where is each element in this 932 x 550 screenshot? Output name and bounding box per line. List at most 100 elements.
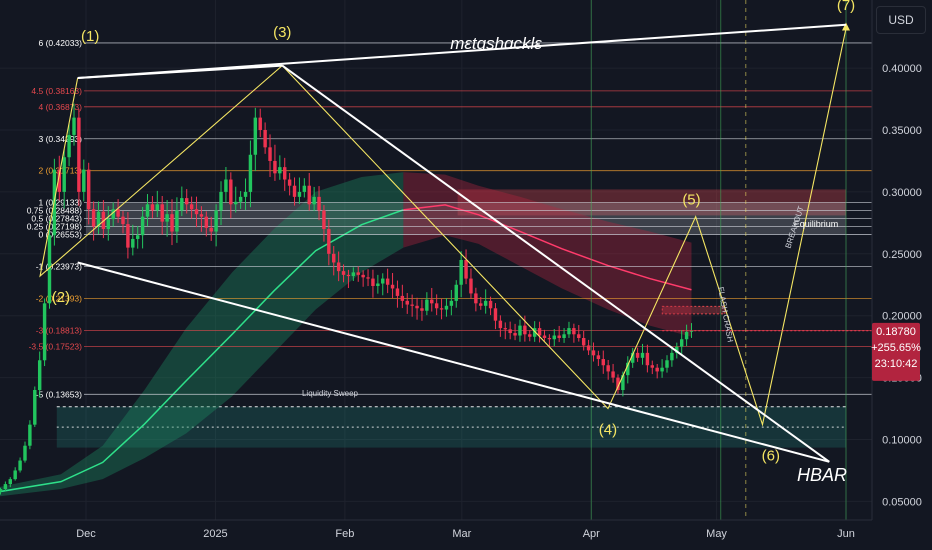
price-change: +255.65% (871, 342, 921, 354)
candle-body (194, 209, 199, 215)
trendlines (39, 22, 872, 463)
watermark: mɛtɑshɑcklɛ (450, 34, 542, 53)
wave-label: (1) (81, 28, 99, 45)
candle-body (464, 260, 468, 279)
time-tick: Feb (335, 528, 354, 540)
time-tick: Dec (76, 528, 96, 540)
price-tick: 0.35000 (882, 125, 922, 137)
candle-body (552, 335, 556, 340)
candle-body (562, 334, 566, 338)
wave-label: (2) (52, 289, 70, 306)
price-tick: 0.25000 (882, 249, 922, 261)
symbol-label: HBAR (797, 465, 847, 485)
moving-average-ribbon (0, 172, 692, 497)
candle-body (479, 303, 483, 306)
candle-body (317, 196, 321, 211)
candle-body (96, 211, 101, 227)
price-tick: 0.05000 (882, 496, 922, 508)
candle-body (415, 305, 419, 309)
candle-body (23, 445, 27, 461)
candle-body (219, 191, 223, 211)
candle-body (229, 179, 233, 205)
candle-body (13, 470, 17, 480)
price-tick: 0.40000 (882, 63, 922, 75)
candle-body (498, 320, 503, 329)
wave-label: (5) (682, 191, 700, 208)
fib-label: 0 (0.26553) (39, 230, 83, 240)
candle-body (449, 300, 454, 306)
time-tick: Apr (583, 528, 600, 540)
candle-body (302, 185, 307, 192)
candle-body (268, 147, 272, 161)
price-badge-bg (872, 322, 920, 381)
candle-body (371, 278, 375, 286)
wave-path (39, 28, 847, 427)
wave-label: (7) (837, 0, 855, 14)
zone-resistance-box (662, 306, 725, 314)
candle-body (660, 367, 664, 372)
time-tick: Mar (452, 528, 471, 540)
currency-button[interactable]: USD (876, 6, 926, 34)
time-tick: May (706, 528, 727, 540)
candle-body (42, 303, 47, 361)
candle-body (454, 284, 458, 301)
candle-body (8, 479, 12, 485)
candle-body (170, 214, 174, 232)
ribbon-mid-bull (0, 209, 404, 493)
candle-body (547, 338, 552, 340)
candle-body (116, 209, 120, 217)
time-axis-ticks: Dec 2025 Feb Mar Apr May Jun (76, 528, 855, 540)
candle-body (376, 283, 380, 286)
annotation-liquidity-sweep: Liquidity Sweep (302, 389, 359, 398)
resistance-box-outline (661, 305, 726, 315)
fib-label: -1 (0.23973) (36, 262, 82, 272)
wave-label: (6) (762, 448, 780, 465)
candle-body (444, 305, 449, 310)
candle-body (106, 219, 111, 230)
trendline (77, 64, 283, 79)
candle-body (469, 278, 473, 294)
candle-body (356, 272, 360, 275)
price-tick: 0.20000 (882, 311, 922, 323)
candle-body (224, 179, 228, 192)
candle-body (537, 328, 542, 336)
candle-body (586, 345, 591, 351)
candle-body (366, 277, 370, 279)
candle-body (140, 216, 145, 236)
candle-body (243, 191, 248, 197)
candle-body (86, 169, 91, 210)
candle-body (630, 352, 635, 363)
fib-label: 4 (0.36873) (39, 102, 83, 112)
candle-body (341, 271, 346, 275)
price-tick: 0.30000 (882, 187, 922, 199)
candle-body (33, 390, 37, 425)
candle-body (184, 198, 189, 205)
candle-body (204, 216, 209, 228)
candle-body (62, 157, 66, 192)
candle-body (572, 328, 576, 335)
fib-label: -2 (0.21393) (36, 293, 82, 303)
candle-body (670, 352, 674, 361)
candle-body (248, 154, 253, 192)
candle-body (199, 214, 204, 217)
candle-body (292, 185, 297, 197)
time-tick: Jun (837, 528, 855, 540)
wave-labels: (1) (2) (3) (4) (5) (6) (7) (52, 0, 855, 465)
candle-body (327, 229, 331, 254)
candle-body (297, 191, 302, 197)
candle-body (351, 272, 356, 277)
fib-label: 4.5 (0.38163) (31, 86, 82, 96)
candle-body (332, 253, 336, 263)
candle-body (459, 260, 463, 285)
wave-arrowhead (842, 22, 850, 31)
candle-body (405, 300, 409, 305)
candle-body (640, 352, 645, 358)
candle-body (508, 329, 512, 334)
candle-body (503, 328, 507, 330)
ribbon-mid-bear (403, 204, 692, 291)
candle-body (258, 117, 262, 130)
candle-body (91, 209, 96, 227)
fib-label: 6 (0.42033) (39, 38, 83, 48)
